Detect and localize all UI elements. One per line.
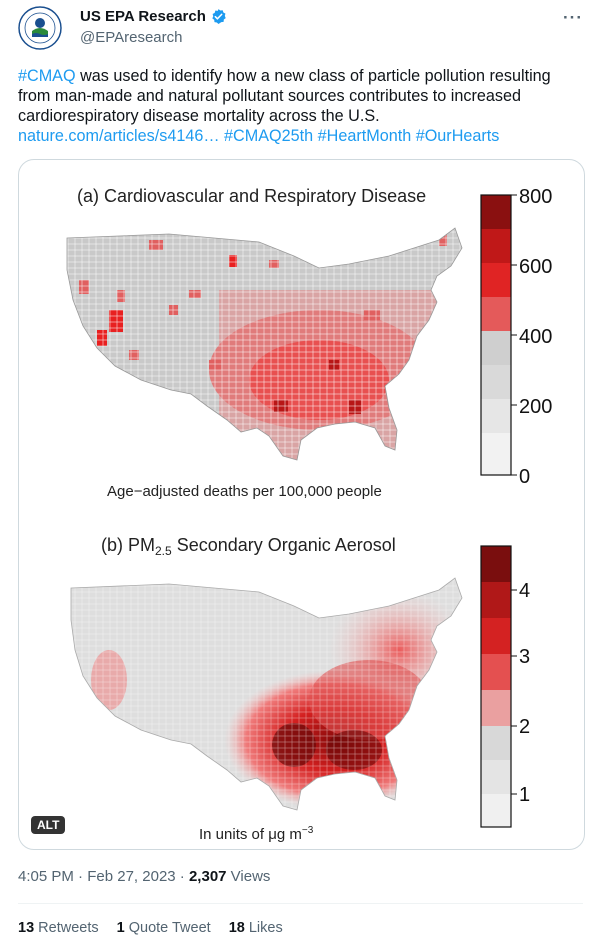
- colorbar-a-tick: 800: [519, 186, 552, 208]
- tweet-time[interactable]: 4:05 PM: [18, 868, 74, 885]
- meta-separator: ·: [73, 868, 88, 885]
- likes-label: Likes: [244, 920, 283, 936]
- panel-a-colorbar: 800 600 400 200 0: [480, 186, 552, 488]
- panel-b-map: [71, 578, 462, 810]
- panel-b-caption: In units of μg m−3: [199, 825, 314, 843]
- panel-a-caption: Age−adjusted deaths per 100,000 people: [107, 483, 382, 500]
- epa-seal-icon: [18, 6, 62, 50]
- tweet-media-image[interactable]: (a) Cardiovascular and Respiratory Disea…: [18, 159, 585, 850]
- colorbar-b-tick: 1: [519, 784, 530, 806]
- hashtag-link[interactable]: #CMAQ25th: [224, 127, 314, 145]
- author-display-name[interactable]: US EPA Research: [80, 8, 206, 25]
- retweets-stat[interactable]: 13 Retweets: [18, 920, 99, 936]
- tweet-date[interactable]: Feb 27, 2023: [87, 868, 176, 885]
- quotes-count: 1: [116, 920, 125, 936]
- author-handle[interactable]: @EPAresearch: [80, 29, 183, 46]
- meta-separator: ·: [175, 868, 189, 885]
- quotes-stat[interactable]: 1 Quote Tweet: [117, 920, 211, 936]
- colorbar-a-tick: 400: [519, 326, 552, 348]
- author-avatar[interactable]: [18, 6, 62, 50]
- hashtag-link[interactable]: #HeartMonth: [317, 127, 412, 145]
- tweet-header: US EPA Research @EPAresearch ···: [18, 6, 583, 50]
- article-link[interactable]: nature.com/articles/s4146…: [18, 127, 220, 145]
- hashtag-link[interactable]: #OurHearts: [415, 127, 500, 145]
- tweet-text: #CMAQ was used to identify how a new cla…: [18, 66, 578, 146]
- verified-badge-icon: [212, 9, 226, 24]
- colorbar-a-tick: 0: [519, 466, 530, 488]
- panel-a-title: (a) Cardiovascular and Respiratory Disea…: [77, 186, 426, 206]
- colorbar-a-tick: 200: [519, 396, 552, 418]
- more-options-icon[interactable]: ···: [563, 8, 583, 27]
- divider: [18, 903, 583, 904]
- likes-stat[interactable]: 18 Likes: [229, 920, 283, 936]
- figure-svg: (a) Cardiovascular and Respiratory Disea…: [66, 186, 552, 843]
- colorbar-a-tick: 600: [519, 256, 552, 278]
- retweets-label: Retweets: [34, 920, 99, 936]
- colorbar-b-tick: 2: [519, 716, 530, 738]
- tweet-stats: 13 Retweets 1 Quote Tweet 18 Likes: [18, 920, 283, 936]
- views-count: 2,307: [188, 868, 227, 885]
- views-label: Views: [226, 868, 271, 885]
- retweets-count: 13: [18, 920, 35, 936]
- colorbar-b-tick: 4: [519, 580, 530, 602]
- alt-text-button[interactable]: ALT: [31, 816, 66, 834]
- tweet-meta: 4:05 PM · Feb 27, 2023 · 2,307 Views: [18, 868, 270, 885]
- panel-b-title: (b) PM2.5 Secondary Organic Aerosol: [101, 535, 396, 558]
- hashtag-link[interactable]: #CMAQ: [18, 67, 76, 85]
- colorbar-b-tick: 3: [519, 646, 530, 668]
- quotes-label: Quote Tweet: [124, 920, 211, 936]
- tweet-body: was used to identify how a new class of …: [18, 67, 551, 125]
- panel-a-map: [67, 228, 462, 460]
- panel-b-colorbar: 4 3 2 1: [480, 545, 530, 828]
- likes-count: 18: [228, 920, 245, 936]
